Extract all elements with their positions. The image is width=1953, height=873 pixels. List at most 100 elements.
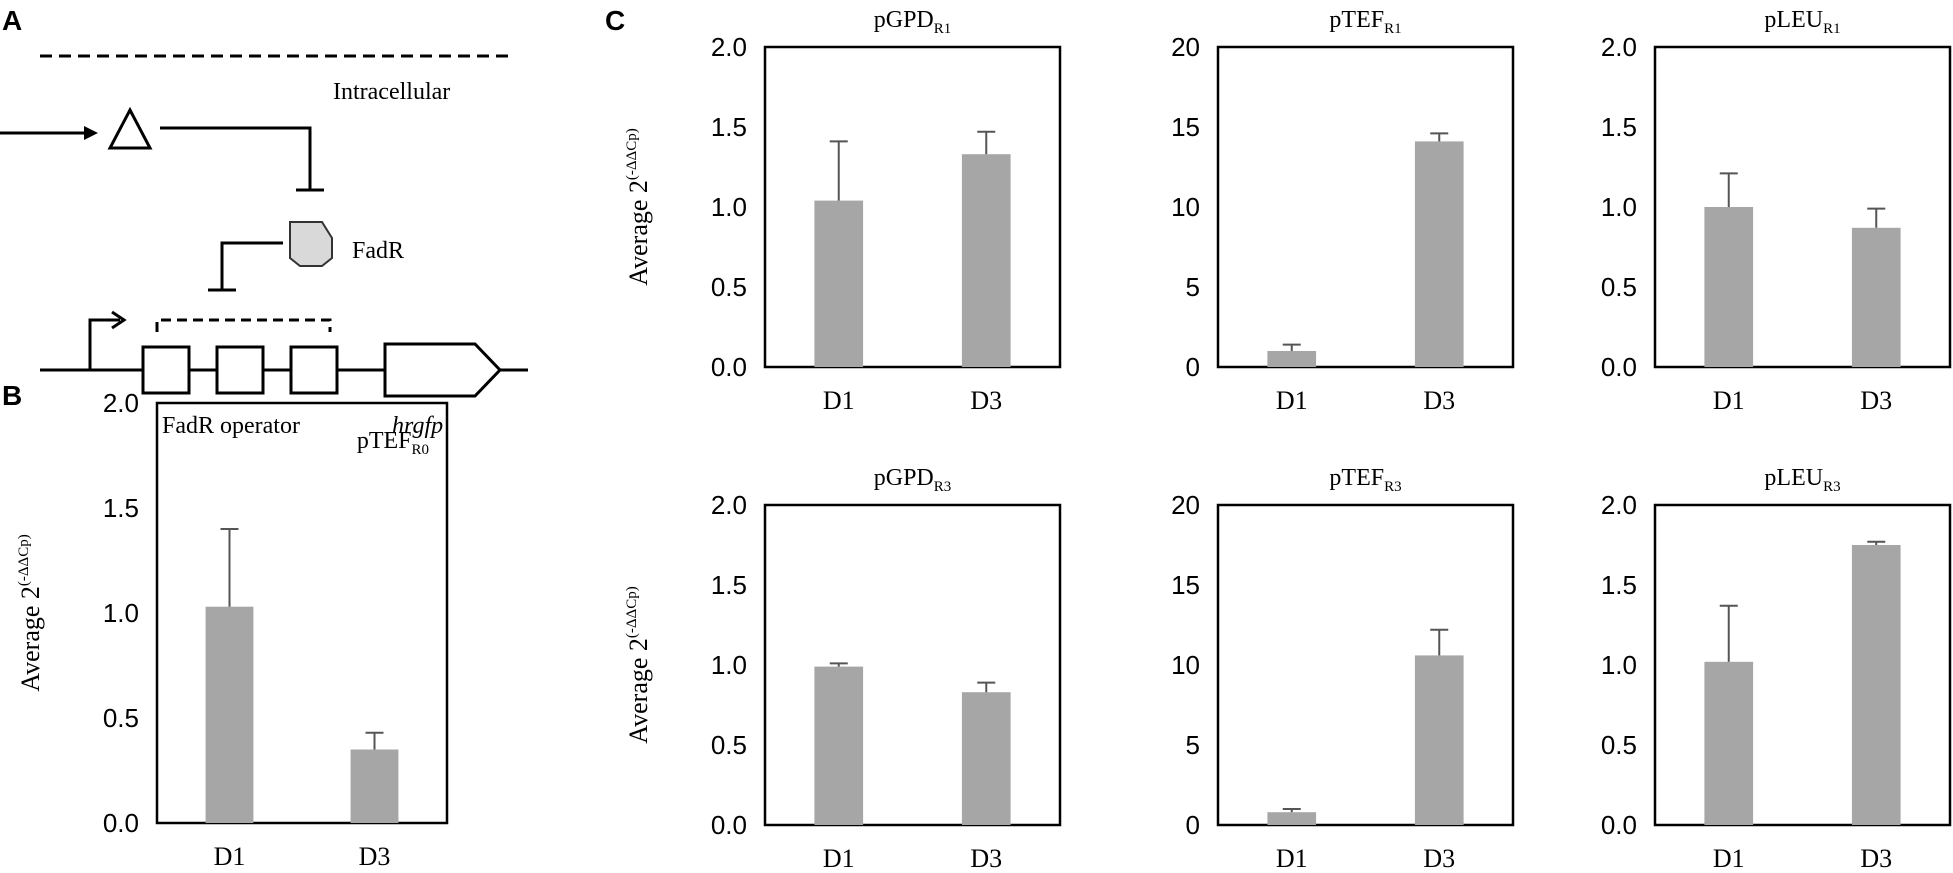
y-tick-label: 20 (1171, 490, 1200, 520)
plot-frame (1216, 45, 1515, 369)
x-tick-label: D3 (1423, 386, 1455, 415)
y-tick-label: 5 (1186, 272, 1200, 302)
y-axis-label: Average 2(-ΔΔCp) (624, 128, 653, 285)
chart-title: pLEUR3 (1764, 465, 1840, 495)
x-tick-label: D3 (970, 844, 1002, 873)
bar-d3 (1414, 655, 1464, 825)
y-tick-label: 1.0 (1601, 192, 1637, 222)
y-tick-label: 1.0 (103, 598, 139, 628)
operator-label: FadR operator (162, 413, 300, 439)
x-tick-label: D1 (1713, 386, 1745, 415)
promoter-arrow (88, 318, 120, 370)
y-tick-label: 0.5 (1601, 730, 1637, 760)
y-tick-label: 1.5 (1601, 112, 1637, 142)
chart-b: 0.0 0.5 1.0 1.5 2.0 D1 D3 pTEFR0 Average 2(-ΔΔCp… (16, 388, 449, 871)
gene-label: hrgfp (392, 413, 443, 439)
y-tick-label: 0.5 (711, 272, 747, 302)
y-tick-label: 0 (1186, 352, 1200, 382)
chart-title: pLEUR1 (1764, 7, 1840, 37)
x-tick-label: D1 (823, 844, 855, 873)
chart-c2: 0 5 10 15 20 D1 D3 pTEFR1 (1171, 7, 1515, 415)
y-tick-label: 0.0 (1601, 810, 1637, 840)
y-axis-label: Average 2(-ΔΔCp) (16, 534, 45, 691)
bar-d1 (1704, 207, 1754, 367)
y-tick-label: 2.0 (711, 490, 747, 520)
x-tick-label: D1 (823, 386, 855, 415)
promoter-arrowhead-icon (111, 310, 127, 330)
y-tick-label: 1.5 (1601, 570, 1637, 600)
x-tick-label: D3 (970, 386, 1002, 415)
y-axis-label: Average 2(-ΔΔCp) (624, 586, 653, 743)
bar-d3 (1851, 545, 1901, 825)
x-tick-label: D3 (359, 842, 391, 871)
x-tick-label: D3 (1860, 386, 1892, 415)
chart-title: pGPDR1 (874, 7, 952, 37)
y-tick-label: 15 (1171, 570, 1200, 600)
bar-d1 (1704, 661, 1754, 825)
repression-arrow-fadr (220, 241, 283, 290)
plot-frame (1216, 503, 1515, 827)
x-tick-label: D1 (1276, 386, 1308, 415)
plot-frame (155, 401, 449, 825)
y-tick-label: 1.0 (711, 650, 747, 680)
bar-d3 (1414, 141, 1464, 367)
y-tick-label: 2.0 (1601, 32, 1637, 62)
bar-d1 (1267, 812, 1317, 825)
chart-c6: 0.0 0.5 1.0 1.5 2.0 D1 D3 pLEUR3 (1601, 465, 1952, 873)
chart-c5: 0 5 10 15 20 D1 D3 pTEFR3 (1171, 465, 1515, 873)
repression-arrow-inducer (160, 126, 312, 190)
x-tick-label: D3 (1423, 844, 1455, 873)
y-tick-label: 1.5 (103, 493, 139, 523)
y-tick-label: 2.0 (711, 32, 747, 62)
plot-frame (763, 45, 1062, 369)
operator-bracket (155, 318, 332, 332)
panel-label-c: C (605, 5, 625, 36)
bar-d1 (205, 606, 254, 823)
chart-c1: 0.0 0.5 1.0 1.5 2.0 D1 D3 pGPDR1 Average 2(-ΔΔCp… (624, 7, 1062, 415)
fadr-label: FadR (352, 238, 404, 264)
chart-title: pTEFR1 (1329, 7, 1401, 37)
operator-box-1 (141, 345, 191, 395)
plot-frame (763, 503, 1062, 827)
chart-c3: 0.0 0.5 1.0 1.5 2.0 D1 D3 pLEUR1 (1601, 7, 1952, 415)
bar-d1 (814, 200, 864, 367)
chart-title: pTEFR0 (357, 428, 429, 458)
y-tick-label: 0 (1186, 810, 1200, 840)
input-arrow-head-icon (84, 126, 98, 140)
inducer-triangle-icon (107, 106, 153, 150)
intracellular-label: Intracellular (333, 79, 450, 105)
y-tick-label: 20 (1171, 32, 1200, 62)
plot-frame (1653, 45, 1952, 369)
fadr-protein-icon (289, 221, 333, 267)
y-tick-label: 1.0 (1601, 650, 1637, 680)
bar-d3 (1851, 227, 1901, 367)
panel-label-b: B (2, 380, 22, 411)
bar-d1 (1267, 351, 1317, 367)
x-tick-label: D1 (214, 842, 246, 871)
x-tick-label: D1 (1276, 844, 1308, 873)
bar-d3 (350, 749, 399, 823)
plot-frame (1653, 503, 1952, 827)
bar-d3 (961, 692, 1011, 825)
y-tick-label: 0.0 (711, 352, 747, 382)
y-tick-label: 1.0 (711, 192, 747, 222)
x-tick-label: D3 (1860, 844, 1892, 873)
operator-box-3 (289, 345, 339, 395)
operator-box-2 (215, 345, 265, 395)
y-tick-label: 2.0 (1601, 490, 1637, 520)
chart-title: pTEFR3 (1329, 465, 1401, 495)
panel-label-a: A (2, 5, 22, 36)
hrgfp-gene-icon (383, 342, 503, 398)
chart-title: pGPDR3 (874, 465, 952, 495)
y-tick-label: 0.5 (103, 703, 139, 733)
y-tick-label: 5 (1186, 730, 1200, 760)
y-tick-label: 0.5 (711, 730, 747, 760)
y-tick-label: 10 (1171, 192, 1200, 222)
y-tick-label: 0.0 (103, 808, 139, 838)
y-tick-label: 15 (1171, 112, 1200, 142)
bar-d1 (814, 666, 864, 825)
y-tick-label: 0.5 (1601, 272, 1637, 302)
chart-c4: 0.0 0.5 1.0 1.5 2.0 D1 D3 pGPDR3 Average 2(-ΔΔCp… (624, 465, 1062, 873)
y-tick-label: 0.0 (1601, 352, 1637, 382)
